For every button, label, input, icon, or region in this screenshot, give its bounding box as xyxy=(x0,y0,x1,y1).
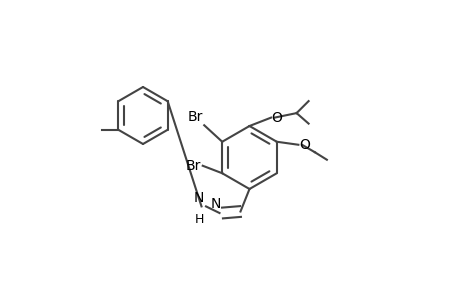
Text: O: O xyxy=(298,138,309,152)
Text: Br: Br xyxy=(185,159,201,173)
Text: O: O xyxy=(271,111,282,124)
Text: N: N xyxy=(210,197,220,212)
Text: H: H xyxy=(195,213,204,226)
Text: Br: Br xyxy=(187,110,202,124)
Text: N: N xyxy=(194,191,204,205)
